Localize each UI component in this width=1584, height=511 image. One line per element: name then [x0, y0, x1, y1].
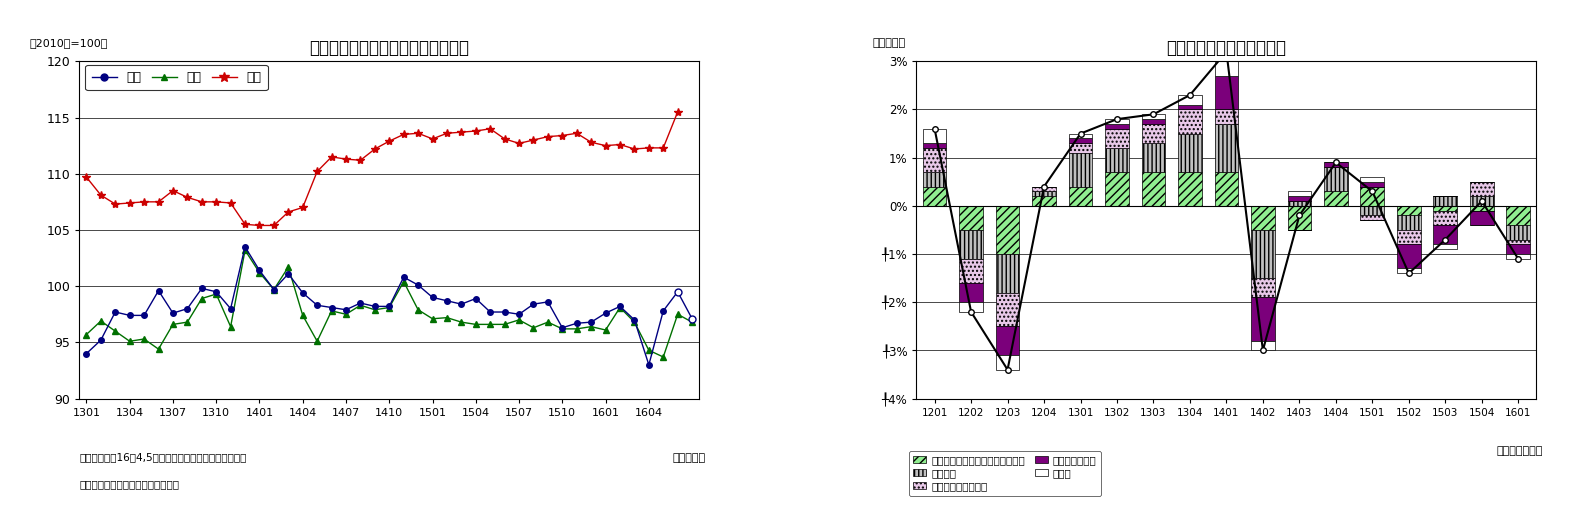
Legend: 生産, 出荷, 在庫: 生産, 出荷, 在庫 [86, 65, 268, 90]
Bar [1106, 129, 1129, 148]
Legend: はん用・生産用・業務用機械工業, 輸送機械, 電子部品・デバイス, その他電気機械, その他: はん用・生産用・業務用機械工業, 輸送機械, 電子部品・デバイス, その他電気機… [909, 451, 1101, 496]
Bar [923, 187, 947, 206]
Bar [1069, 187, 1093, 206]
Bar [923, 148, 947, 172]
Bar [996, 355, 1020, 369]
Bar [1434, 225, 1457, 244]
Bar [1361, 182, 1384, 187]
Bar [1397, 216, 1421, 230]
Bar [1178, 109, 1202, 133]
Bar [1506, 254, 1530, 259]
Bar [1251, 206, 1275, 230]
Bar [1178, 95, 1202, 105]
Bar [1397, 244, 1421, 268]
Bar [1397, 268, 1421, 273]
Bar [1434, 211, 1457, 225]
Text: （前期比）: （前期比） [873, 38, 906, 48]
Bar [1397, 206, 1421, 216]
Bar [1215, 109, 1239, 124]
Bar [1069, 153, 1093, 187]
Bar [996, 327, 1020, 355]
Bar [1251, 297, 1275, 341]
Bar [1470, 211, 1494, 225]
Bar [1215, 172, 1239, 206]
Bar [1178, 172, 1202, 206]
Bar [996, 293, 1020, 327]
Bar [960, 259, 984, 283]
Bar [1397, 230, 1421, 244]
Bar [1142, 124, 1166, 143]
Bar [1361, 206, 1384, 216]
Bar [923, 172, 947, 187]
Text: （年・四半期）: （年・四半期） [1497, 446, 1543, 456]
Bar [1434, 244, 1457, 249]
Bar [1434, 206, 1457, 211]
Bar [1288, 192, 1312, 196]
Bar [960, 230, 984, 259]
Bar [1033, 196, 1057, 206]
Bar [1106, 124, 1129, 129]
Bar [1434, 196, 1457, 206]
Bar [1288, 196, 1312, 201]
Bar [960, 283, 984, 302]
Bar [1106, 148, 1129, 172]
Bar [960, 302, 984, 312]
Bar [1506, 244, 1530, 254]
Bar [1142, 172, 1166, 206]
Bar [1069, 143, 1093, 153]
Bar [1142, 143, 1166, 172]
Bar [923, 143, 947, 148]
Bar [1069, 133, 1093, 138]
Bar [1506, 206, 1530, 225]
Bar [1506, 240, 1530, 244]
Bar [996, 206, 1020, 254]
Bar [1033, 187, 1057, 192]
Text: （年・月）: （年・月） [672, 453, 705, 462]
Bar [1361, 216, 1384, 220]
Title: 鉱工業生産の業種別寄与度: 鉱工業生産の業種別寄与度 [1166, 39, 1286, 57]
Bar [1288, 201, 1312, 206]
Bar [1470, 182, 1494, 196]
Bar [1033, 192, 1057, 196]
Bar [996, 254, 1020, 293]
Bar [1506, 225, 1530, 240]
Bar [1106, 172, 1129, 206]
Bar [1288, 206, 1312, 230]
Text: （注）生産の16年4,5月は製造工業生産予測指数で延長: （注）生産の16年4,5月は製造工業生産予測指数で延長 [79, 453, 247, 462]
Bar [1470, 196, 1494, 206]
Bar [1251, 341, 1275, 351]
Bar [1069, 138, 1093, 143]
Bar [1361, 177, 1384, 182]
Bar [1178, 105, 1202, 109]
Bar [1106, 119, 1129, 124]
Text: （2010年=100）: （2010年=100） [30, 38, 108, 48]
Bar [1142, 119, 1166, 124]
Text: （資料）経済産業省「鉱工業指数」: （資料）経済産業省「鉱工業指数」 [79, 479, 179, 490]
Title: 鉱工業生産・出荷・在庫指数の推移: 鉱工業生産・出荷・在庫指数の推移 [309, 39, 469, 57]
Bar [1215, 52, 1239, 76]
Bar [1324, 162, 1348, 167]
Bar [1361, 187, 1384, 206]
Bar [1251, 278, 1275, 297]
Bar [1324, 167, 1348, 192]
Bar [1142, 114, 1166, 119]
Bar [1215, 124, 1239, 172]
Bar [923, 129, 947, 143]
Bar [1251, 230, 1275, 278]
Bar [960, 206, 984, 230]
Bar [1470, 206, 1494, 211]
Bar [1178, 133, 1202, 172]
Bar [1324, 192, 1348, 206]
Bar [1215, 76, 1239, 109]
